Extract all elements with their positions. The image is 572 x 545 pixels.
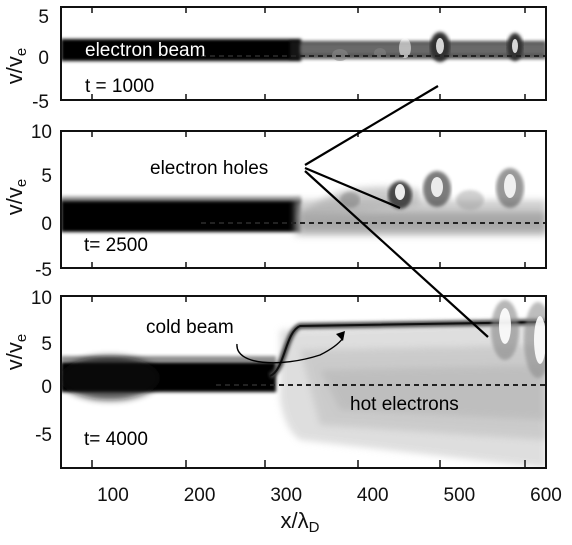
callout-line-middle xyxy=(304,166,401,210)
panel-top-ticks xyxy=(91,7,526,100)
panel-middle-ytick-0: 0 xyxy=(41,214,52,235)
panel-top-ytick-0: 0 xyxy=(38,48,49,69)
panel-middle-ytick-minus5: -5 xyxy=(35,260,52,281)
panel-bottom-frame xyxy=(60,295,547,469)
panel-top-frame xyxy=(60,6,547,101)
panel-top-field xyxy=(61,32,546,62)
panel-bottom: 10 5 0 -5 v/ve 100 200 300 400 500 600 x/λD c… xyxy=(2,288,562,536)
hot-electrons-label: hot electrons xyxy=(350,394,459,415)
panel-bottom-ylabel: v/ve xyxy=(2,334,30,370)
panel-top: 5 0 -5 v/ve electron beam t = 1000 xyxy=(2,6,547,113)
callout-line-top xyxy=(304,85,439,166)
cold-beam-arrowhead xyxy=(336,331,345,341)
panel-bottom-ticks xyxy=(91,296,526,468)
xtick-label-200: 200 xyxy=(184,485,216,506)
xtick-label-600: 600 xyxy=(530,485,562,506)
x-axis-label: x/λD xyxy=(281,508,320,536)
callout-line-bottom xyxy=(304,170,489,338)
xtick-label-300: 300 xyxy=(270,485,302,506)
panel-middle-ytick-10: 10 xyxy=(31,122,52,143)
xtick-label-500: 500 xyxy=(444,485,476,506)
cold-beam-label: cold beam xyxy=(146,317,234,338)
xtick-label-100: 100 xyxy=(97,485,129,506)
electron-beam-label: electron beam xyxy=(85,40,205,61)
panel-bottom-xtick-labels: 100 200 300 400 500 600 xyxy=(97,485,562,506)
panel-top-time-label: t = 1000 xyxy=(85,76,154,97)
panel-bottom-ytick-5: 5 xyxy=(41,334,52,355)
panel-middle-ytick-5: 5 xyxy=(41,166,52,187)
panel-middle-field xyxy=(61,168,546,236)
panel-middle-frame xyxy=(60,130,547,269)
panel-top-ylabel: v/ve xyxy=(2,48,30,84)
electron-holes-callout-lines xyxy=(304,85,489,338)
panel-middle-ylabel: v/ve xyxy=(2,179,30,215)
panel-bottom-field xyxy=(61,300,546,468)
panel-bottom-time-label: t= 4000 xyxy=(84,429,148,450)
electron-holes-label: electron holes xyxy=(150,158,268,179)
panel-middle: 10 5 0 -5 v/ve electron holes t= 2500 xyxy=(2,122,547,281)
panel-bottom-ytick-0: 0 xyxy=(41,377,52,398)
panel-bottom-ytick-minus5: -5 xyxy=(35,425,52,446)
cold-beam-arrow xyxy=(236,337,344,364)
panel-top-ytick-minus5: -5 xyxy=(32,92,49,113)
panel-top-ytick-5: 5 xyxy=(38,7,49,28)
panel-middle-time-label: t= 2500 xyxy=(84,235,148,256)
xtick-label-400: 400 xyxy=(357,485,389,506)
panel-bottom-ytick-10: 10 xyxy=(31,288,52,309)
